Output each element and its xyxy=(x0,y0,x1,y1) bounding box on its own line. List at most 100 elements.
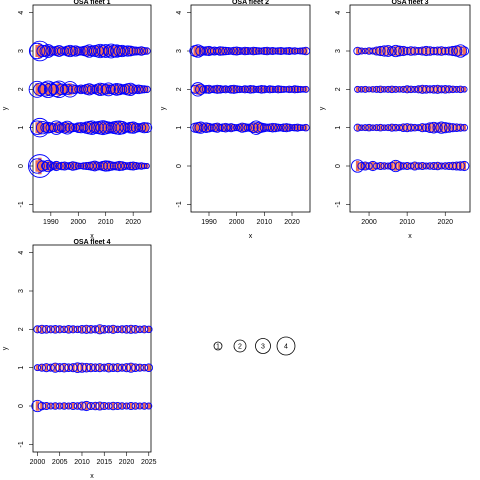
observed-point xyxy=(77,325,87,334)
observed-point xyxy=(296,47,304,55)
predicted-mark xyxy=(54,46,59,56)
observed-point xyxy=(74,162,82,170)
observed-point xyxy=(143,85,151,94)
predicted-mark xyxy=(123,162,127,170)
predicted-mark xyxy=(131,162,135,170)
observed-point xyxy=(226,85,236,94)
predicted-mark xyxy=(443,123,447,133)
y-axis-label: y xyxy=(319,106,326,110)
observed-point xyxy=(274,85,283,94)
size-legend-label: 4 xyxy=(284,344,288,351)
observed-point xyxy=(360,161,370,171)
predicted-mark xyxy=(405,47,409,55)
observed-point xyxy=(280,85,288,93)
observed-point xyxy=(136,46,147,56)
observed-point xyxy=(108,324,118,334)
y-tick-label: -1 xyxy=(335,201,342,207)
y-tick-label: 2 xyxy=(18,327,25,331)
predicted-mark xyxy=(136,85,141,94)
observed-point xyxy=(358,124,365,131)
predicted-mark xyxy=(68,162,72,170)
predicted-mark xyxy=(98,402,102,410)
predicted-mark xyxy=(363,48,367,54)
predicted-mark xyxy=(142,402,147,410)
predicted-mark xyxy=(371,86,375,93)
predicted-mark xyxy=(134,85,138,94)
predicted-mark xyxy=(284,123,289,132)
predicted-mark xyxy=(229,47,233,55)
observed-point xyxy=(407,85,415,94)
observed-point xyxy=(246,85,255,94)
observed-point xyxy=(266,47,274,55)
observed-point xyxy=(41,161,50,171)
predicted-mark xyxy=(226,124,231,132)
predicted-mark xyxy=(75,326,80,333)
observed-point xyxy=(113,83,126,96)
observed-point xyxy=(140,402,149,410)
observed-point xyxy=(455,161,466,171)
observed-point xyxy=(121,363,132,373)
plot-frame xyxy=(349,4,471,213)
predicted-mark xyxy=(98,84,102,95)
y-axis-label: y xyxy=(2,346,9,350)
predicted-mark xyxy=(84,162,89,170)
predicted-mark xyxy=(386,46,390,56)
observed-point xyxy=(42,401,51,411)
predicted-mark xyxy=(35,401,40,411)
observed-point xyxy=(103,43,119,59)
series-row-y1 xyxy=(29,117,153,138)
observed-point xyxy=(126,401,135,411)
observed-point xyxy=(445,85,454,94)
y-tick-label: 0 xyxy=(335,164,342,168)
observed-point xyxy=(28,80,46,98)
observed-point xyxy=(452,123,461,132)
observed-point xyxy=(456,123,465,132)
observed-point xyxy=(440,85,450,94)
predicted-mark xyxy=(432,123,436,133)
predicted-mark xyxy=(254,122,258,134)
predicted-mark xyxy=(71,325,75,333)
observed-point xyxy=(381,86,388,93)
observed-point xyxy=(136,325,144,334)
observed-point xyxy=(104,402,113,410)
observed-point xyxy=(38,82,53,97)
observed-point xyxy=(425,46,435,56)
observed-point xyxy=(224,46,233,56)
predicted-mark xyxy=(84,325,89,334)
observed-point xyxy=(81,362,92,373)
observed-point xyxy=(369,86,377,93)
predicted-mark xyxy=(134,47,138,55)
observed-point xyxy=(143,47,151,55)
observed-point xyxy=(76,84,86,95)
predicted-mark xyxy=(60,123,64,132)
predicted-mark xyxy=(58,402,62,410)
observed-point xyxy=(91,363,100,372)
observed-point xyxy=(102,121,115,134)
observed-point xyxy=(453,85,461,93)
predicted-mark xyxy=(371,124,375,131)
observed-point xyxy=(361,124,369,132)
observed-point xyxy=(122,402,131,410)
observed-point xyxy=(265,85,274,94)
predicted-mark xyxy=(139,123,144,132)
observed-point xyxy=(99,121,113,135)
observed-point xyxy=(290,85,299,94)
predicted-mark xyxy=(147,402,151,410)
plot-frame xyxy=(190,4,311,213)
observed-point xyxy=(64,325,73,334)
observed-point xyxy=(28,154,52,178)
observed-point xyxy=(120,161,129,171)
y-tick-label: 2 xyxy=(18,87,25,91)
observed-point xyxy=(63,162,72,170)
y-tick-label: 0 xyxy=(176,164,183,168)
observed-point xyxy=(81,324,91,334)
y-tick-label: 4 xyxy=(18,251,25,255)
predicted-mark xyxy=(87,162,91,170)
observed-point xyxy=(73,402,82,410)
predicted-mark xyxy=(454,86,459,93)
observed-point xyxy=(41,159,55,173)
predicted-mark xyxy=(265,47,269,55)
predicted-mark xyxy=(405,162,409,170)
observed-point xyxy=(429,46,439,56)
